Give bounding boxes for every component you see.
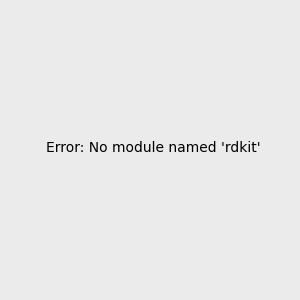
Text: Error: No module named 'rdkit': Error: No module named 'rdkit' bbox=[46, 140, 261, 154]
